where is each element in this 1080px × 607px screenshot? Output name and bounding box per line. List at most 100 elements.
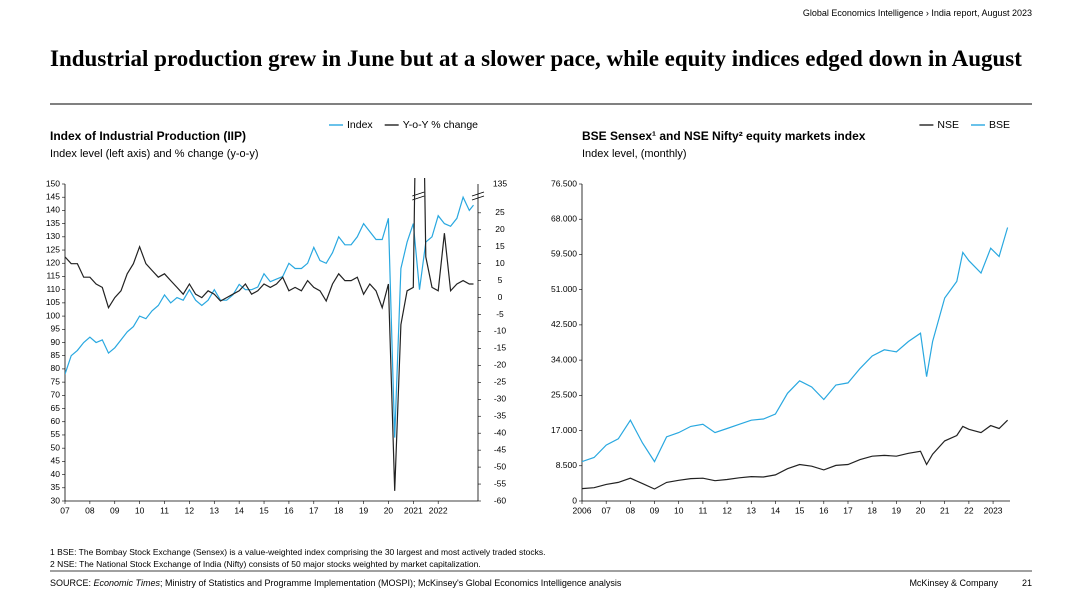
y-tick-label: 45 xyxy=(51,456,61,466)
x-tick-label: 12 xyxy=(185,505,195,515)
x-tick-label: 15 xyxy=(259,505,269,515)
x-tick-label: 22 xyxy=(964,505,974,515)
y2-tick-label: 5 xyxy=(498,275,503,285)
y-tick-label: 51.000 xyxy=(551,284,577,294)
breadcrumb: Global Economics Intelligence › India re… xyxy=(802,8,1032,18)
y-tick-label: 115 xyxy=(46,271,60,281)
y-tick-label: 90 xyxy=(51,337,61,347)
series-line xyxy=(582,227,1009,463)
legend-label: BSE xyxy=(989,119,1010,131)
y2-tick-label: -5 xyxy=(496,309,504,319)
y-tick-label: 25.500 xyxy=(551,390,577,400)
x-tick-label: 2006 xyxy=(573,505,592,515)
x-tick-label: 08 xyxy=(85,505,95,515)
y2-tick-label: -35 xyxy=(494,410,507,420)
y-tick-label: 70 xyxy=(51,390,61,400)
y-tick-label: 75 xyxy=(51,376,61,386)
x-tick-label: 17 xyxy=(843,505,853,515)
x-tick-label: 11 xyxy=(698,505,707,515)
y-tick-label: 0 xyxy=(572,495,577,505)
y2-tick-label: 0 xyxy=(498,292,503,302)
x-tick-label: 16 xyxy=(284,505,294,515)
y-tick-label: 150 xyxy=(46,178,60,188)
y2-tick-label: -30 xyxy=(494,394,507,404)
company: McKinsey & Company xyxy=(909,578,998,588)
x-tick-label: 2022 xyxy=(429,505,448,515)
series-line xyxy=(582,419,1009,490)
y2-tick-label: -45 xyxy=(494,444,507,454)
x-tick-label: 07 xyxy=(60,505,70,515)
x-tick-label: 13 xyxy=(747,505,757,515)
x-tick-label: 09 xyxy=(650,505,660,515)
source-text: ; Ministry of Statistics and Programme I… xyxy=(159,578,622,588)
source-label: SOURCE: xyxy=(50,578,92,588)
footnote: 1 BSE: The Bombay Stock Exchange (Sensex… xyxy=(50,547,546,557)
x-tick-label: 19 xyxy=(892,505,902,515)
y2-tick-label: -10 xyxy=(494,326,507,336)
y-tick-label: 105 xyxy=(46,297,60,307)
y2-tick-label: -60 xyxy=(494,495,507,505)
series-line xyxy=(65,195,474,438)
y-tick-label: 110 xyxy=(46,284,60,294)
chart-subtitle: Index level (left axis) and % change (y-… xyxy=(50,148,258,160)
y2-tick-label: -20 xyxy=(494,360,507,370)
footnote: 2 NSE: The National Stock Exchange of In… xyxy=(50,559,481,569)
x-tick-label: 07 xyxy=(601,505,611,515)
x-tick-label: 17 xyxy=(309,505,319,515)
y-tick-label: 40 xyxy=(51,469,61,479)
x-tick-label: 14 xyxy=(771,505,781,515)
y-tick-label: 100 xyxy=(46,310,60,320)
y-tick-label: 140 xyxy=(46,205,60,215)
y2-tick-label: -15 xyxy=(494,343,507,353)
y-tick-label: 8.500 xyxy=(556,460,578,470)
y-tick-label: 50 xyxy=(51,442,61,452)
y-tick-label: 30 xyxy=(51,495,61,505)
y2-tick-label: -55 xyxy=(494,478,507,488)
y-tick-label: 76.500 xyxy=(551,178,577,188)
y-tick-label: 65 xyxy=(51,403,61,413)
y-tick-label: 120 xyxy=(46,258,60,268)
x-tick-label: 12 xyxy=(722,505,732,515)
x-tick-label: 16 xyxy=(819,505,829,515)
legend-label: Index xyxy=(347,119,373,131)
y-tick-label: 85 xyxy=(51,350,61,360)
y-tick-label: 68.000 xyxy=(551,213,577,223)
chart-title: Index of Industrial Production (IIP) xyxy=(50,129,246,143)
x-tick-label: 18 xyxy=(867,505,877,515)
footer: McKinsey & Company 21 xyxy=(909,578,1032,588)
x-tick-label: 10 xyxy=(135,505,145,515)
y-tick-label: 34.000 xyxy=(551,354,577,364)
y-tick-label: 135 xyxy=(46,218,60,228)
y-tick-label: 80 xyxy=(51,363,61,373)
axis-break xyxy=(471,191,485,201)
y2-tick-label: -25 xyxy=(494,377,507,387)
x-tick-label: 18 xyxy=(334,505,344,515)
x-tick-label: 13 xyxy=(210,505,220,515)
x-tick-label: 10 xyxy=(674,505,684,515)
y-tick-label: 125 xyxy=(46,244,60,254)
chart-subtitle: Index level, (monthly) xyxy=(582,148,687,160)
y2-tick-label: -40 xyxy=(494,427,507,437)
x-tick-label: 21 xyxy=(940,505,950,515)
x-tick-label: 2023 xyxy=(984,505,1003,515)
page-number: 21 xyxy=(1021,578,1032,588)
y-tick-label: 35 xyxy=(51,482,61,492)
y-tick-label: 60 xyxy=(51,416,61,426)
chart-title: BSE Sensex¹ and NSE Nifty² equity market… xyxy=(582,129,866,143)
x-tick-label: 08 xyxy=(626,505,636,515)
page-title: Industrial production grew in June but a… xyxy=(50,46,1022,71)
legend-label: Y-o-Y % change xyxy=(403,119,478,131)
y2-tick-label: -50 xyxy=(494,461,507,471)
source: SOURCE: Economic Times; Ministry of Stat… xyxy=(50,578,621,588)
x-tick-label: 15 xyxy=(795,505,805,515)
y-tick-label: 59.500 xyxy=(551,249,577,259)
source-italic: Economic Times xyxy=(93,578,160,588)
y-tick-label: 55 xyxy=(51,429,61,439)
legend-label: NSE xyxy=(937,119,959,131)
x-tick-label: 09 xyxy=(110,505,120,515)
x-tick-label: 20 xyxy=(384,505,394,515)
y-tick-label: 130 xyxy=(46,231,60,241)
x-tick-label: 20 xyxy=(916,505,926,515)
